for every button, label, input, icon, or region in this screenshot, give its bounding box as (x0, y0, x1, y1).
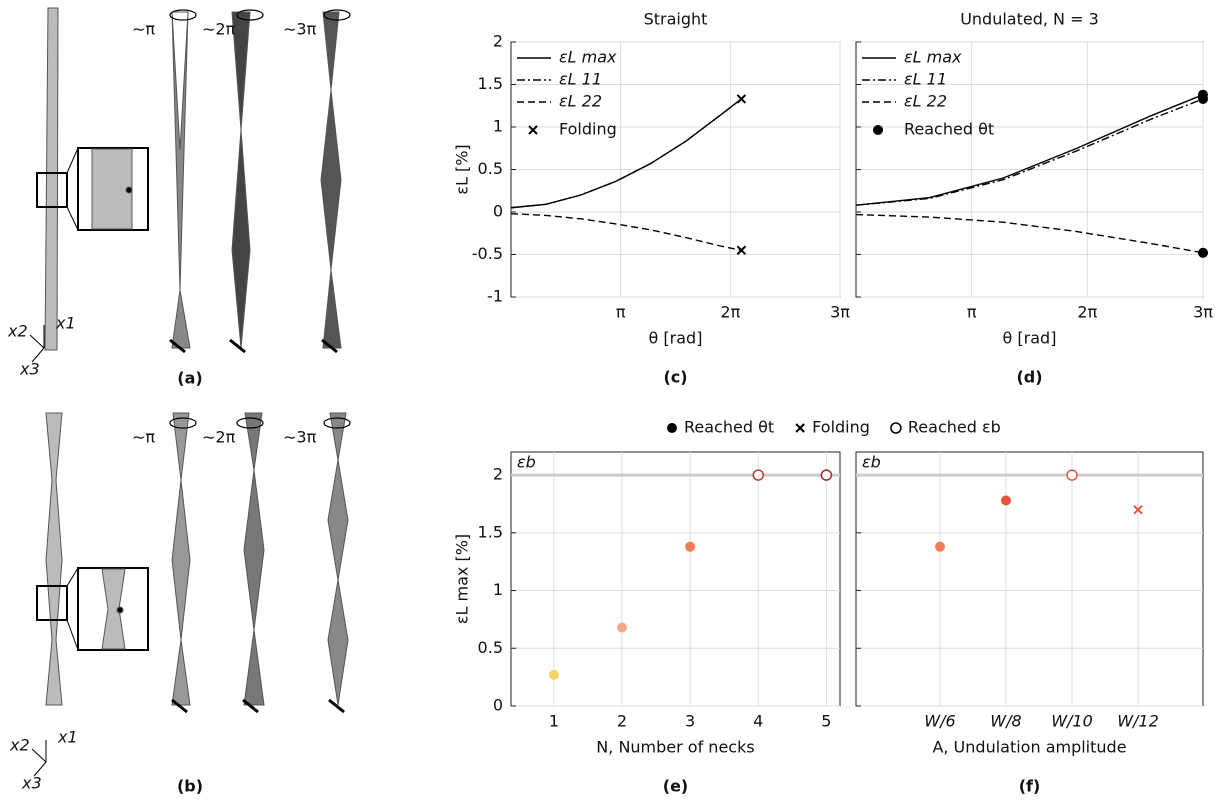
panel-label: (b) (177, 777, 203, 796)
x-tick-label: W/10 (1051, 712, 1093, 731)
x-tick-label: 2π (720, 303, 740, 322)
axis-name: x3 (19, 360, 40, 379)
x-tick-label: 2 (617, 712, 627, 731)
marker (935, 541, 945, 552)
x-tick-label: W/6 (924, 712, 955, 731)
y-tick-label: 0 (493, 696, 503, 715)
illustration-b (31, 412, 349, 777)
reference-label: εb (517, 453, 536, 472)
x-tick-label: π (616, 303, 626, 322)
legend-label: Folding (812, 418, 870, 437)
panel-label: (f) (1019, 777, 1041, 796)
twist-arrow (236, 9, 264, 21)
marker (1066, 469, 1078, 481)
legend-label: εL max (559, 48, 617, 67)
axis-name: x3 (21, 774, 42, 793)
y-tick-label: 1.5 (478, 74, 503, 93)
y-tick-label: 0.5 (478, 638, 503, 657)
plot-area (855, 451, 1204, 707)
x-tick-label: π (967, 303, 977, 322)
panel-label: (d) (1016, 368, 1042, 387)
marker-x (528, 125, 538, 135)
x-tick-label: 3π (1193, 303, 1213, 322)
x-tick-label: W/8 (990, 712, 1021, 731)
y-tick-label: -0.5 (472, 244, 503, 263)
twist-arrow (236, 417, 264, 429)
marker (752, 469, 765, 481)
x-axis-label: N, Number of necks (596, 738, 754, 757)
twist-label: ∼π (132, 20, 155, 39)
marker (1198, 247, 1208, 258)
y-axis-label: εL max [%] (453, 534, 472, 624)
x-axis-label: θ [rad] (1003, 329, 1057, 348)
legend-label: εL 22 (904, 92, 947, 111)
line-series (855, 94, 1204, 206)
x-axis-label: θ [rad] (649, 329, 703, 348)
marker-x (736, 245, 747, 255)
marker (1198, 93, 1208, 104)
axis-name: x1 (55, 314, 76, 333)
marker (548, 669, 559, 680)
y-tick-label: 1 (493, 580, 503, 599)
chart-title: Straight (644, 10, 708, 29)
legend-label: εL max (904, 48, 962, 67)
legend-label: εL 11 (904, 70, 947, 89)
plot-area (510, 451, 841, 707)
legend-label: Folding (559, 120, 617, 139)
marker (820, 469, 833, 481)
y-tick-label: 2 (493, 32, 503, 51)
panel-label: (c) (663, 368, 687, 387)
marker (1001, 495, 1011, 506)
axis-name: x2 (9, 736, 30, 755)
y-tick-label: 1.5 (478, 522, 503, 541)
x-tick-label: 1 (549, 712, 559, 731)
y-axis-label: εL [%] (453, 144, 472, 194)
twist-label: ∼π (132, 428, 155, 447)
twist-label: ∼3π (283, 20, 317, 39)
marker (685, 541, 696, 552)
marker (617, 622, 628, 633)
twist-label: ∼2π (202, 428, 236, 447)
panel-label: (e) (663, 777, 688, 796)
panel-label: (a) (177, 369, 202, 388)
marker-x (1133, 505, 1143, 515)
marker-x (736, 94, 747, 104)
y-tick-label: 2 (493, 465, 503, 484)
x-tick-label: 3π (830, 303, 850, 322)
marker (890, 422, 902, 434)
legend-label: Reached θt (684, 418, 774, 437)
marker-x (795, 423, 805, 433)
y-tick-label: -1 (487, 287, 503, 306)
twist-arrow (169, 417, 197, 429)
x-tick-label: 3 (685, 712, 695, 731)
twist-arrow (169, 9, 197, 21)
x-tick-label: W/12 (1117, 712, 1159, 731)
axis-name: x1 (57, 728, 78, 747)
y-tick-label: 0 (493, 202, 503, 221)
legend-label: Reached εb (908, 418, 1001, 437)
twist-arrow (323, 9, 351, 21)
axis-name: x2 (7, 322, 28, 341)
line-series (855, 213, 1204, 254)
twist-label: ∼3π (283, 428, 317, 447)
legend-label: Reached θt (904, 120, 994, 139)
marker (667, 423, 677, 433)
reference-label: εb (862, 453, 881, 472)
illustration-a (29, 7, 342, 363)
x-tick-label: 2π (1077, 303, 1097, 322)
line-series (510, 213, 742, 251)
line-series (510, 98, 742, 209)
marker (873, 125, 883, 135)
twist-label: ∼2π (202, 20, 236, 39)
legend-label: εL 11 (559, 70, 602, 89)
x-tick-label: 4 (753, 712, 763, 731)
x-tick-label: 5 (821, 712, 831, 731)
legend-label: εL 22 (559, 92, 602, 111)
twist-arrow (323, 417, 351, 429)
y-tick-label: 1 (493, 117, 503, 136)
chart-title: Undulated, N = 3 (960, 10, 1099, 29)
x-axis-label: A, Undulation amplitude (932, 738, 1126, 757)
y-tick-label: 0.5 (478, 159, 503, 178)
